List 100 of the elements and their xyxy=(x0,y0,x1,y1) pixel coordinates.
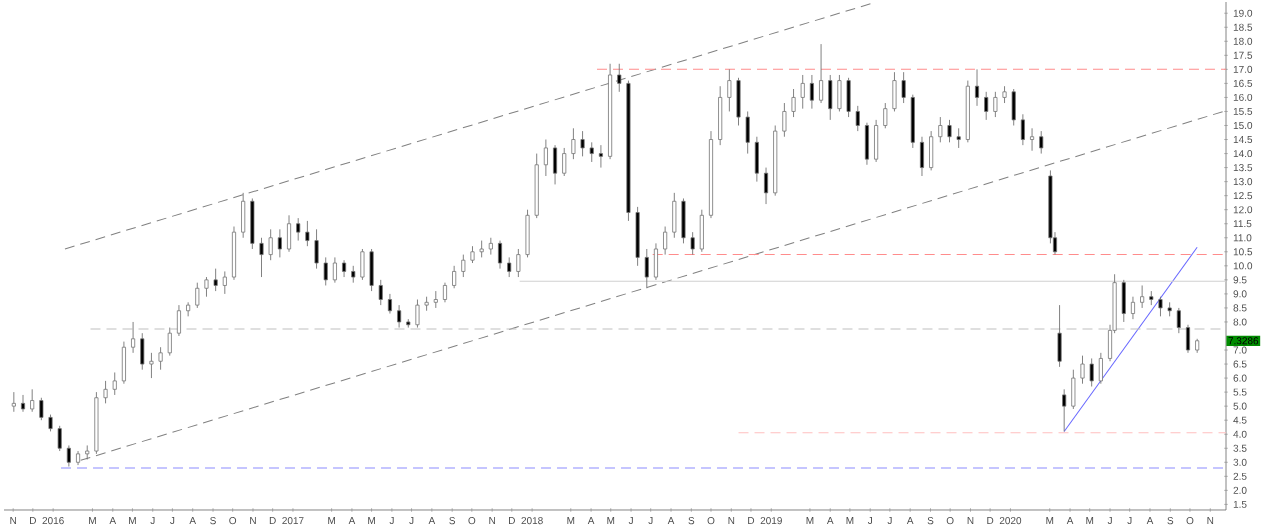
candlestick xyxy=(387,293,392,314)
candlestick xyxy=(415,299,420,329)
candlestick xyxy=(158,346,163,371)
candlestick xyxy=(195,282,200,309)
candlestick xyxy=(938,116,943,143)
candlestick xyxy=(213,268,218,292)
candlestick xyxy=(553,144,558,185)
candlestick xyxy=(287,214,292,253)
candlestick xyxy=(543,139,548,177)
candlestick xyxy=(268,228,273,261)
candlestick xyxy=(1121,279,1126,323)
candlestick xyxy=(176,304,181,337)
candlestick xyxy=(644,248,649,289)
candlestick xyxy=(1039,130,1044,155)
candlestick xyxy=(635,206,640,267)
candlestick xyxy=(103,380,108,404)
candlestick xyxy=(360,248,365,281)
candlestick xyxy=(617,63,622,93)
candlestick xyxy=(30,388,35,413)
candlestick xyxy=(241,192,246,239)
candlestick xyxy=(1140,285,1145,309)
candlestick xyxy=(112,372,117,396)
candlestick xyxy=(204,276,209,298)
candlestick xyxy=(378,279,383,306)
candlestick xyxy=(672,192,677,239)
candlestick xyxy=(442,282,448,303)
candlestick xyxy=(497,240,503,270)
candlestick xyxy=(984,91,989,121)
candlestick xyxy=(718,85,723,146)
candlestick xyxy=(736,77,741,126)
candlestick xyxy=(800,74,805,110)
candlestick xyxy=(819,43,824,104)
candlestick xyxy=(580,130,585,157)
candlestick xyxy=(855,105,860,132)
candlestick xyxy=(727,68,732,112)
candlestick xyxy=(764,167,769,205)
candlestick xyxy=(305,220,310,247)
candlestick xyxy=(791,88,796,118)
candlestick xyxy=(754,136,759,183)
candlestick xyxy=(1176,307,1181,334)
candlestick xyxy=(883,102,888,129)
candlestick xyxy=(222,270,227,295)
candlestick xyxy=(149,352,154,379)
candlestick xyxy=(653,242,658,281)
candlestick xyxy=(131,321,136,354)
candlestick xyxy=(1089,357,1094,387)
candlestick xyxy=(1062,388,1067,432)
candlestick xyxy=(1011,88,1016,126)
candlestick xyxy=(323,256,328,286)
candlestick xyxy=(663,226,668,256)
candlestick xyxy=(1020,113,1025,146)
candlestick xyxy=(296,217,301,242)
candlestick xyxy=(1130,296,1135,320)
candlestick xyxy=(452,265,457,289)
candlestick xyxy=(910,94,915,149)
candlestick xyxy=(231,226,237,281)
candlestick xyxy=(690,231,695,256)
candlestick xyxy=(681,198,686,244)
candlestick xyxy=(39,397,44,421)
candlestick xyxy=(745,111,750,155)
candlestick xyxy=(140,332,145,371)
candlestick xyxy=(20,394,26,413)
candlestick xyxy=(828,74,833,121)
candlestick xyxy=(332,256,337,284)
candlestick xyxy=(342,259,347,278)
candlestick xyxy=(598,144,603,169)
candlestick xyxy=(516,248,521,278)
candlestick xyxy=(525,209,530,258)
candlestick xyxy=(1098,352,1103,385)
candlestick xyxy=(259,237,264,278)
candlestick xyxy=(956,127,961,149)
candlestick xyxy=(892,71,897,112)
candlestick xyxy=(929,130,934,171)
candlestick xyxy=(1185,324,1191,354)
candlestick xyxy=(461,254,466,278)
candlestick xyxy=(782,102,787,138)
candlestick xyxy=(1071,369,1076,410)
candlestick xyxy=(809,74,814,110)
candlestick xyxy=(837,74,842,112)
candlestick xyxy=(699,209,704,253)
candlestick xyxy=(314,228,319,270)
candlestick xyxy=(167,327,172,357)
candlestick xyxy=(186,301,191,317)
candlestick xyxy=(947,119,952,143)
candlestick xyxy=(993,91,998,118)
candlestick xyxy=(397,304,402,329)
candlestick xyxy=(121,341,126,385)
candlestick xyxy=(57,425,62,452)
candlestick xyxy=(369,248,374,292)
candlestick xyxy=(864,122,869,166)
candlestick xyxy=(1080,355,1085,385)
candlestick xyxy=(901,71,906,104)
candlestick xyxy=(974,68,980,107)
candlestick xyxy=(1158,296,1163,317)
candlestick xyxy=(1030,127,1035,152)
candlestick xyxy=(589,141,594,163)
candlestick xyxy=(919,136,925,177)
candlestick xyxy=(11,391,16,413)
candlestick xyxy=(507,256,512,278)
candlestick xyxy=(562,147,567,177)
